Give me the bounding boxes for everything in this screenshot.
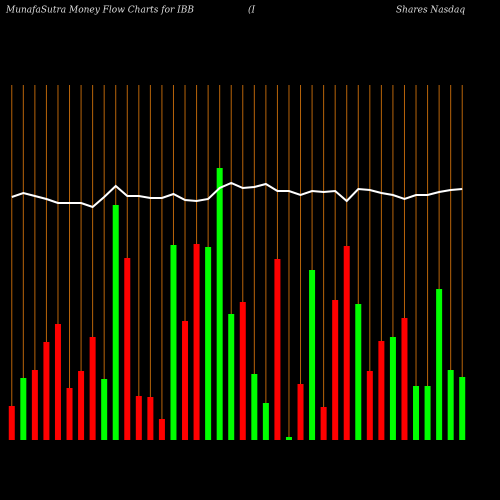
bar — [8, 406, 15, 440]
bar — [147, 397, 154, 440]
bar — [413, 386, 420, 440]
bar — [182, 321, 189, 440]
line — [11, 181, 463, 209]
bar — [378, 341, 385, 440]
bar — [320, 407, 327, 440]
bar — [309, 270, 316, 440]
bar — [216, 168, 223, 440]
bar — [274, 259, 281, 440]
bar — [158, 419, 165, 440]
bar — [285, 437, 292, 440]
bar — [459, 377, 466, 440]
bar — [251, 374, 258, 440]
annotation: (I — [248, 5, 256, 16]
bar — [170, 245, 177, 440]
bar — [101, 379, 108, 440]
bar — [66, 388, 73, 440]
bar — [332, 300, 339, 440]
bar — [447, 370, 454, 440]
bar — [78, 371, 85, 440]
bar — [20, 378, 27, 440]
bar — [54, 324, 61, 440]
bar — [262, 403, 269, 440]
bar — [193, 244, 200, 440]
bar — [389, 337, 396, 440]
bar — [297, 384, 304, 440]
bar — [436, 289, 443, 440]
bar — [112, 205, 119, 440]
bar — [31, 370, 38, 440]
bar — [424, 386, 431, 440]
bar — [401, 318, 408, 440]
bar — [124, 258, 131, 440]
bar — [366, 371, 373, 440]
chart-title: MunafaSutra Money Flow Charts for IBB — [5, 6, 194, 16]
bar — [228, 314, 235, 440]
bar — [355, 304, 362, 440]
bar — [135, 396, 142, 440]
bar — [343, 246, 350, 440]
bar — [205, 247, 212, 440]
annotation: Shares Nasdaq — [396, 6, 465, 16]
bar — [43, 342, 50, 440]
bar — [89, 337, 96, 440]
bar — [239, 302, 246, 440]
